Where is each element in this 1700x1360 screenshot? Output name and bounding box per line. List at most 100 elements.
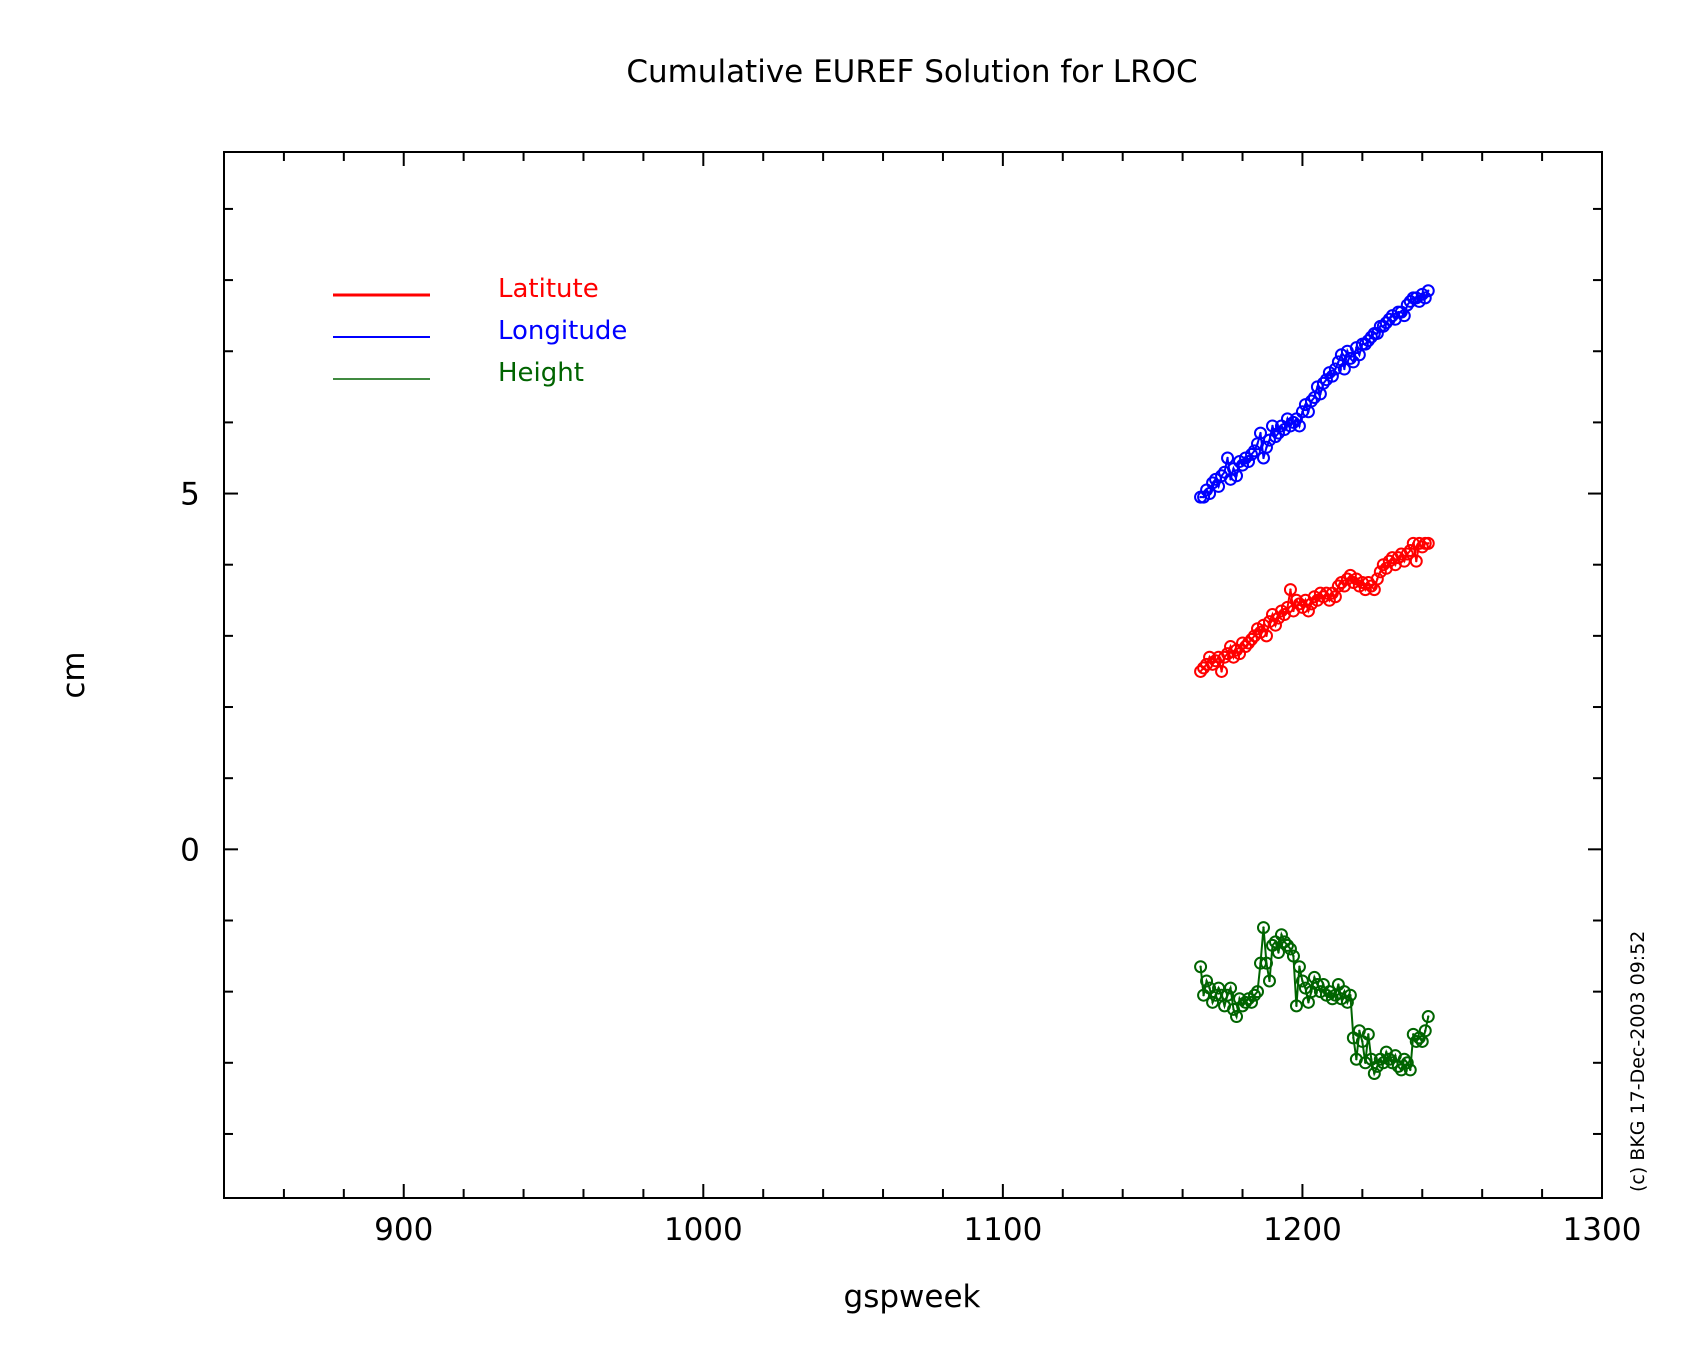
- data-point: [1289, 999, 1303, 1013]
- data-point-center: [1406, 1061, 1409, 1065]
- data-point-center: [1376, 577, 1379, 581]
- data-point-center: [1271, 424, 1274, 428]
- data-point-center: [1247, 460, 1250, 463]
- data-point-center: [1208, 986, 1211, 990]
- data-point-center: [1298, 965, 1301, 968]
- data-point-center: [1250, 1001, 1253, 1004]
- data-point: [1325, 992, 1339, 1006]
- data-point-center: [1232, 467, 1235, 470]
- data-point-center: [1217, 986, 1220, 990]
- data-point: [1418, 1024, 1432, 1038]
- data-point-center: [1274, 940, 1277, 944]
- series-layer: [1194, 284, 1435, 1080]
- data-point: [1251, 985, 1264, 999]
- data-point-center: [1208, 492, 1211, 495]
- data-point: [1259, 440, 1273, 454]
- data-point-center: [1424, 296, 1427, 300]
- data-point: [1280, 938, 1294, 952]
- data-point-center: [1358, 353, 1361, 356]
- data-point: [1400, 1056, 1414, 1070]
- data-point: [1256, 921, 1270, 935]
- data-point-center: [1292, 954, 1295, 958]
- data-point-center: [1265, 446, 1268, 449]
- y-tick-label: 5: [180, 477, 200, 513]
- data-point: [1328, 362, 1342, 376]
- data-point-center: [1394, 563, 1397, 566]
- data-point: [1221, 988, 1235, 1002]
- data-point-center: [1235, 1015, 1238, 1018]
- x-axis-label: gspweek: [844, 1279, 981, 1315]
- data-point: [1295, 974, 1309, 988]
- data-point: [1301, 604, 1315, 618]
- data-point: [1230, 1010, 1244, 1024]
- data-point: [1325, 369, 1339, 383]
- x-tick-label: 1200: [1263, 1212, 1342, 1248]
- data-point-center: [1217, 485, 1220, 488]
- data-point-center: [1229, 986, 1232, 990]
- copyright-stamp: (c) BKG 17-Dec-2003 09:52: [1627, 931, 1649, 1192]
- data-point: [1283, 583, 1297, 597]
- data-point-center: [1319, 392, 1322, 396]
- data-point-center: [1373, 1072, 1376, 1075]
- data-point: [1343, 988, 1357, 1002]
- data-point-center: [1289, 588, 1292, 591]
- data-point: [1200, 974, 1214, 988]
- data-point-center: [1298, 424, 1301, 428]
- data-point-center: [1352, 360, 1355, 364]
- data-point-center: [1226, 994, 1229, 997]
- y-axis-label: cm: [56, 651, 92, 698]
- data-point-center: [1199, 495, 1202, 499]
- data-point: [1403, 1063, 1417, 1077]
- data-point-center: [1424, 542, 1427, 545]
- y-tick-label: 0: [180, 832, 200, 868]
- data-point-center: [1376, 332, 1379, 335]
- data-point-center: [1223, 471, 1226, 474]
- data-point: [1283, 942, 1297, 956]
- data-point: [1307, 970, 1321, 984]
- data-point-center: [1262, 926, 1265, 929]
- data-point-center: [1268, 979, 1271, 983]
- data-point-center: [1427, 289, 1430, 292]
- data-point: [1194, 960, 1208, 974]
- data-point-center: [1349, 994, 1352, 997]
- data-point-center: [1385, 1050, 1388, 1054]
- data-point-center: [1394, 1054, 1397, 1057]
- data-point: [1259, 629, 1273, 643]
- legend-label: Latitute: [498, 274, 599, 304]
- legend-label: Height: [498, 358, 584, 388]
- data-point-center: [1235, 474, 1238, 477]
- data-point-center: [1283, 613, 1286, 616]
- data-point: [1271, 946, 1285, 960]
- data-point: [1221, 451, 1235, 465]
- data-point-center: [1256, 990, 1259, 993]
- data-point: [1262, 974, 1276, 988]
- data-point: [1409, 554, 1423, 568]
- data-point-center: [1409, 1068, 1412, 1072]
- data-point: [1242, 455, 1256, 469]
- data-point-center: [1211, 1001, 1214, 1004]
- data-point-center: [1199, 965, 1202, 968]
- data-point: [1421, 1010, 1435, 1024]
- data-point: [1340, 995, 1354, 1009]
- data-point-center: [1403, 559, 1406, 563]
- data-point-center: [1355, 1058, 1358, 1061]
- data-point: [1245, 632, 1259, 646]
- x-tick-label: 900: [374, 1212, 433, 1248]
- data-point-center: [1427, 542, 1430, 545]
- data-point-center: [1265, 961, 1268, 965]
- data-point: [1245, 995, 1259, 1009]
- data-point-center: [1307, 609, 1310, 613]
- data-point-center: [1337, 983, 1340, 986]
- data-point: [1268, 430, 1282, 444]
- data-point-center: [1274, 623, 1277, 627]
- series-longitude: [1194, 284, 1435, 504]
- data-point: [1274, 928, 1288, 942]
- series-height: [1194, 921, 1435, 1080]
- data-point-center: [1343, 367, 1346, 371]
- data-point-center: [1253, 449, 1256, 453]
- data-point-center: [1202, 994, 1205, 997]
- data-point-center: [1343, 584, 1346, 588]
- data-point-center: [1220, 670, 1223, 673]
- data-point-center: [1370, 1058, 1373, 1061]
- data-point-center: [1337, 360, 1340, 364]
